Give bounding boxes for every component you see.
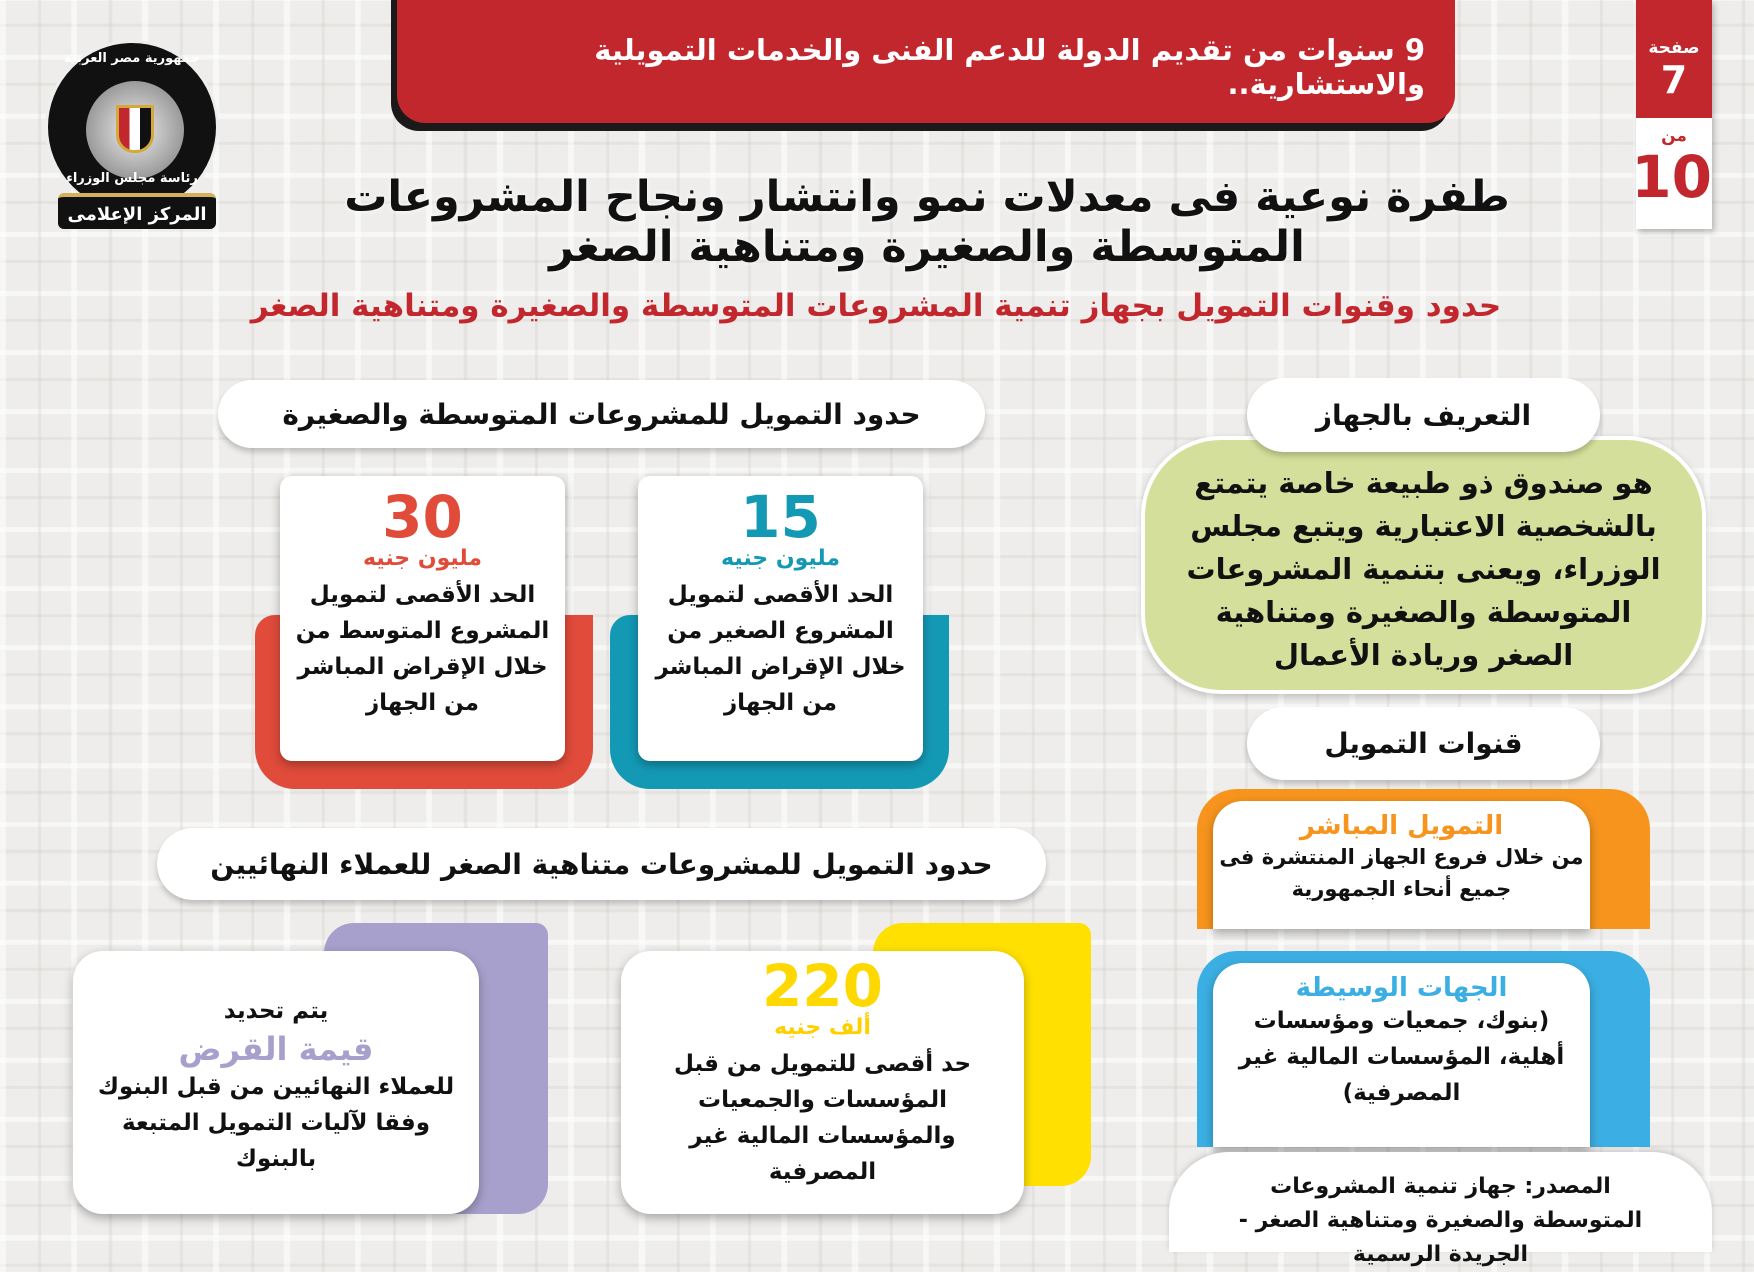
page-subtitle: حدود وقنوات التمويل بجهاز تنمية المشروعا… [250,288,1502,324]
intermediaries-card: الجهات الوسيطة (بنوك، جمعيات ومؤسسات أهل… [1197,951,1650,1147]
medium-project-limit-card: 30 مليون جنيه الحد الأقصى لتمويل المشروع… [280,476,565,761]
micro-heading-text: حدود التمويل للمشروعات متناهية الصغر للع… [210,847,993,881]
banner-text: 9 سنوات من تقديم الدولة للدعم الفنى والخ… [594,33,1425,101]
direct-financing-card: التمويل المباشر من خلال فروع الجهاز المن… [1197,789,1650,929]
channel-text: من خلال فروع الجهاز المنتشرة فى جميع أنح… [1219,845,1584,901]
total-pages: 10 [1631,143,1712,211]
limit-unit: ألف جنيه [774,1015,871,1040]
logo-ribbon: المركز الإعلامى [58,193,216,229]
page-number: 7 [1660,58,1688,102]
page-label: صفحة [1648,38,1700,58]
channel-title: الجهات الوسيطة [1295,973,1508,1003]
bank-loan-card: يتم تحديد قيمة القرض للعملاء النهائيين م… [73,951,479,1214]
limit-description: حد أقصى للتمويل من قبل المؤسسات والجمعيا… [673,1051,972,1185]
logo-middle-text: رئاسة مجلس الوزراء [66,171,198,186]
sme-heading-text: حدود التمويل للمشروعات المتوسطة والصغيرة [282,397,921,431]
about-box: هو صندوق ذو طبيعة خاصة يتمتع بالشخصية ال… [1141,436,1706,694]
page-badge: صفحة 7 من 10 [1631,0,1712,229]
channels-heading-text: قنوات التمويل [1324,727,1523,760]
logo-top-text: جمهورية مصر العربية [64,51,200,66]
channels-heading: قنوات التمويل [1247,707,1600,780]
limit-value: 30 [382,483,463,551]
micro-limits-heading: حدود التمويل للمشروعات متناهية الصغر للع… [157,828,1046,900]
source-text: المصدر: جهاز تنمية المشروعات المتوسطة وا… [1238,1174,1643,1267]
page-title: طفرة نوعية فى معدلات نمو وانتشار ونجاح ا… [344,172,1510,272]
eagle-emblem-icon [116,105,154,153]
cabinet-media-center-logo: جمهورية مصر العربية رئاسة مجلس الوزراء ا… [45,40,219,229]
loan-description: للعملاء النهائيين من قبل البنوك وفقا لآل… [97,1074,455,1172]
microfinance-limit-card: 220 ألف جنيه حد أقصى للتمويل من قبل المؤ… [621,951,1024,1214]
loan-value: قيمة القرض [178,1030,374,1068]
small-project-limit-card: 15 مليون جنيه الحد الأقصى لتمويل المشروع… [638,476,923,761]
source-note: المصدر: جهاز تنمية المشروعات المتوسطة وا… [1169,1152,1712,1267]
channel-text: (بنوك، جمعيات ومؤسسات أهلية، المؤسسات ال… [1238,1008,1565,1106]
about-heading-text: التعريف بالجهاز [1315,398,1532,432]
limit-unit: مليون جنيه [721,546,840,571]
limit-description: الحد الأقصى لتمويل المشروع المتوسط من خل… [295,582,550,716]
loan-pre-text: يتم تحديد [223,998,329,1024]
limit-description: الحد الأقصى لتمويل المشروع الصغير من خلا… [655,582,906,716]
channel-title: التمويل المباشر [1299,811,1504,841]
of-label: من [1661,126,1687,146]
about-heading: التعريف بالجهاز [1247,378,1600,452]
sme-limits-heading: حدود التمويل للمشروعات المتوسطة والصغيرة [218,380,985,448]
top-banner: 9 سنوات من تقديم الدولة للدعم الفنى والخ… [397,0,1455,123]
limit-unit: مليون جنيه [363,546,482,571]
limit-value: 15 [740,483,821,551]
about-text: هو صندوق ذو طبيعة خاصة يتمتع بالشخصية ال… [1186,466,1661,672]
limit-value: 220 [761,952,884,1020]
